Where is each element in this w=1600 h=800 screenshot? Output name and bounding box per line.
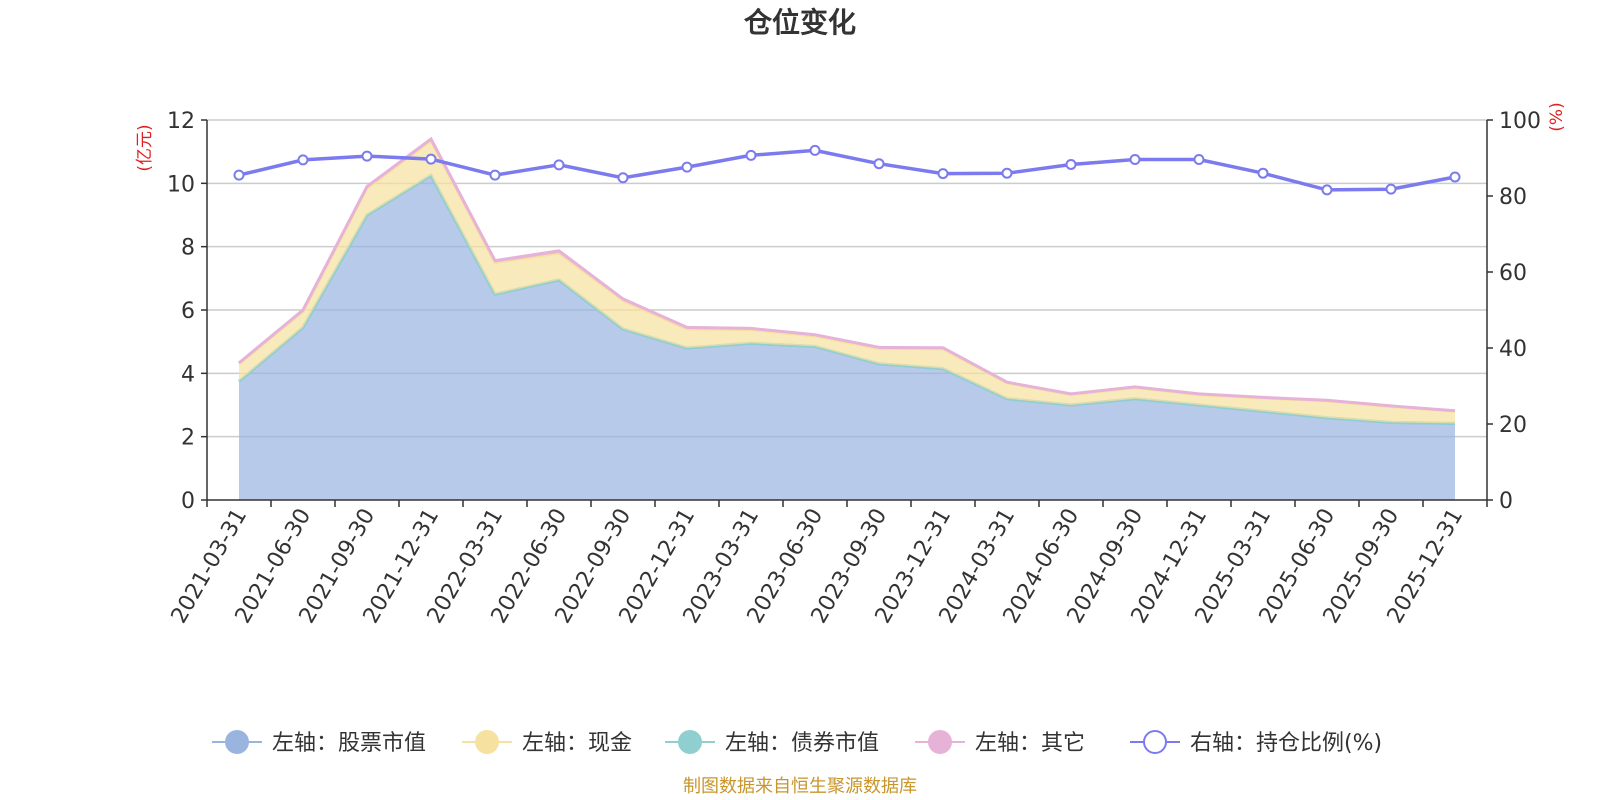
source-note: 制图数据来自恒生聚源数据库 [683,776,917,797]
ratio-line [238,148,1456,192]
legend-marker [678,730,702,754]
legend-label: 左轴：债券市值 [725,731,879,756]
legend-marker [225,730,249,754]
right-tick-label: 60 [1499,261,1527,286]
ratio-point [489,169,501,181]
ratio-point [361,150,373,162]
area-stock [239,175,1455,500]
ratio-point [1001,167,1013,179]
chart-title: 仓位变化 [744,6,856,39]
ratio-point [1321,184,1333,196]
left-tick-label: 4 [181,362,195,387]
right-tick-label: 100 [1499,109,1541,134]
legend-item-cash[interactable]: 左轴：现金 [462,730,632,756]
legend-label: 左轴：股票市值 [272,731,426,756]
right-tick-label: 40 [1499,337,1527,362]
legend-item-stock[interactable]: 左轴：股票市值 [212,730,426,756]
ratio-point [1449,171,1461,183]
left-tick-label: 2 [181,426,195,451]
left-tick-label: 10 [167,172,195,197]
ratio-point [553,159,565,171]
legend-label: 左轴：其它 [975,731,1085,756]
right-axis-unit: (%) [1547,102,1567,131]
legend-marker [475,730,499,754]
ratio-point [681,161,693,173]
ratio-point [297,154,309,166]
legend-label: 右轴：持仓比例(%) [1190,731,1382,756]
ratio-point [233,169,245,181]
legend-item-bond[interactable]: 左轴：债券市值 [665,730,879,756]
left-tick-label: 0 [181,489,195,514]
left-axis-unit: (亿元) [135,124,155,171]
ratio-line-series [233,144,1461,196]
left-tick-label: 8 [181,236,195,261]
left-tick-label: 12 [167,109,195,134]
right-tick-label: 80 [1499,185,1527,210]
right-tick-label: 0 [1499,489,1513,514]
ratio-point [1385,183,1397,195]
ratio-point [1193,154,1205,166]
ratio-point [745,149,757,161]
ratio-point [937,168,949,180]
area-line-bond [238,173,1456,425]
legend: 左轴：股票市值 左轴：现金 左轴：债券市值 左轴：其它 右轴：持仓比例(%) [212,730,1382,756]
left-tick-label: 6 [181,299,195,324]
ratio-point [425,153,437,165]
legend-marker [928,730,952,754]
ratio-point [873,158,885,170]
stacked-areas [238,136,1456,500]
legend-item-other[interactable]: 左轴：其它 [915,730,1085,756]
ratio-point [1065,158,1077,170]
area-line-other [238,136,1456,413]
legend-item-ratio[interactable]: 右轴：持仓比例(%) [1130,730,1382,756]
ratio-point [617,172,629,184]
ratio-point [809,144,821,156]
ratio-point [1257,167,1269,179]
legend-label: 左轴：现金 [522,731,632,756]
ratio-point [1129,154,1141,166]
right-tick-label: 20 [1499,413,1527,438]
legend-marker [1143,730,1167,754]
